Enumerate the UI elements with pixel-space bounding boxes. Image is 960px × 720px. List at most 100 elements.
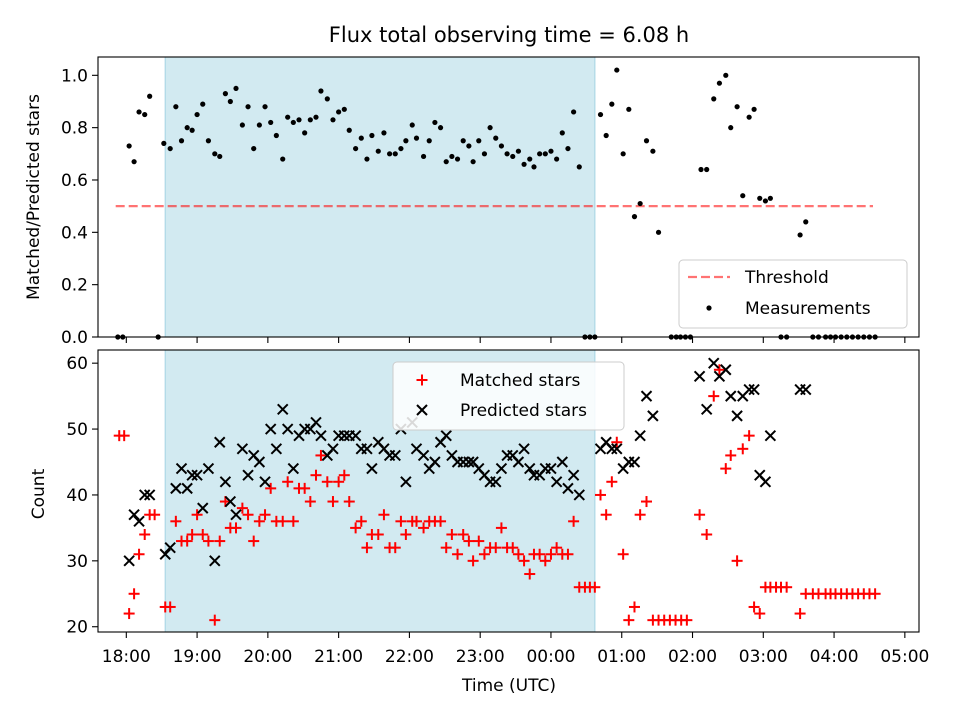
measurement-point bbox=[426, 138, 432, 144]
predicted-star-point bbox=[764, 429, 777, 442]
measurement-point bbox=[262, 104, 268, 110]
predicted-star-point bbox=[417, 449, 430, 462]
matched-star-point bbox=[781, 581, 793, 593]
matched-star-point bbox=[310, 469, 322, 481]
predicted-star-point bbox=[759, 476, 772, 488]
x-tick-label: 04:00 bbox=[810, 647, 859, 667]
top-plot-frame bbox=[97, 56, 920, 338]
predicted-star-point bbox=[123, 555, 135, 567]
matched-star-point bbox=[149, 509, 161, 521]
matched-star-point bbox=[259, 509, 271, 521]
measurement-point bbox=[626, 106, 632, 112]
measurement-point bbox=[392, 151, 398, 157]
matched-star-point bbox=[720, 463, 732, 475]
matched-star-point bbox=[333, 476, 345, 488]
measurement-point bbox=[527, 156, 533, 162]
x-axis-label: Time (UTC) bbox=[461, 676, 556, 696]
measurement-point bbox=[285, 114, 291, 120]
predicted-star-point bbox=[700, 403, 713, 416]
measurement-point bbox=[565, 145, 571, 152]
measurement-point bbox=[704, 166, 710, 173]
predicted-star-point bbox=[170, 482, 182, 495]
measurement-point bbox=[460, 138, 466, 144]
y-tick-label: 40 bbox=[66, 486, 88, 506]
measurement-point bbox=[650, 148, 656, 154]
predicted-star-point bbox=[159, 548, 171, 560]
matched-star-point bbox=[265, 482, 277, 494]
matched-star-point bbox=[248, 535, 260, 547]
matched-star-point bbox=[473, 535, 485, 547]
measurement-point bbox=[443, 159, 449, 165]
measurement-point bbox=[233, 85, 239, 92]
matched-star-point bbox=[754, 608, 766, 620]
matched-star-point bbox=[123, 608, 135, 620]
matched-star-point bbox=[197, 528, 209, 540]
measurement-point bbox=[280, 156, 286, 162]
matched-star-point bbox=[287, 515, 299, 527]
legend-predicted-label: Predicted stars bbox=[460, 401, 587, 421]
bottom-y-axis-ticks: 20 30 40 50 60 bbox=[66, 354, 98, 638]
predicted-star-point bbox=[236, 443, 249, 455]
matched-star-point bbox=[321, 476, 333, 488]
bottom-panel: 20 30 40 50 60 18:00 19:00 20:00 21:00 22:00 23:0… bbox=[29, 349, 929, 696]
matched-star-point bbox=[490, 542, 502, 554]
measurement-point bbox=[318, 88, 324, 94]
predicted-star-point bbox=[133, 515, 145, 528]
matched-star-point bbox=[170, 515, 182, 527]
measurement-point bbox=[542, 151, 548, 157]
matched-star-point bbox=[568, 515, 580, 527]
matched-star-point bbox=[611, 436, 623, 448]
matched-star-point bbox=[410, 515, 422, 527]
matched-star-point bbox=[524, 568, 536, 580]
matched-star-point bbox=[236, 502, 248, 514]
matched-star-point bbox=[623, 614, 635, 626]
matched-star-point bbox=[534, 548, 546, 560]
measurement-point bbox=[336, 109, 342, 115]
matched-star-point bbox=[634, 509, 646, 521]
measurement-point bbox=[620, 151, 626, 157]
matched-star-point bbox=[701, 528, 713, 540]
predicted-star-point bbox=[219, 476, 232, 488]
measurement-point bbox=[614, 67, 620, 73]
legend-box bbox=[678, 259, 908, 329]
predicted-star-point bbox=[720, 364, 732, 376]
predicted-star-points bbox=[123, 357, 812, 567]
measurement-point bbox=[576, 164, 582, 170]
matched-star-point bbox=[589, 581, 601, 593]
measurement-point bbox=[571, 109, 577, 115]
measurement-point bbox=[716, 80, 723, 86]
matched-star-point bbox=[395, 515, 407, 527]
predicted-star-point bbox=[708, 357, 720, 369]
predicted-star-point bbox=[202, 462, 215, 475]
predicted-star-point bbox=[518, 443, 530, 455]
matched-star-point bbox=[372, 528, 384, 540]
measurement-point bbox=[803, 219, 809, 225]
measurement-point bbox=[493, 135, 499, 141]
y-tick-label: 20 bbox=[66, 618, 88, 638]
measurement-point bbox=[341, 106, 347, 112]
matched-star-point bbox=[209, 614, 221, 626]
measurement-point bbox=[381, 130, 387, 136]
measurement-point bbox=[746, 114, 752, 120]
y-tick-label: 0.8 bbox=[61, 119, 88, 139]
bottom-legend: Matched stars Predicted stars bbox=[392, 361, 625, 431]
measurement-point bbox=[239, 122, 245, 128]
matched-star-point bbox=[277, 515, 289, 527]
legend-box bbox=[392, 361, 625, 431]
measurement-point bbox=[178, 138, 185, 144]
matched-star-point bbox=[181, 535, 193, 547]
measurement-point bbox=[353, 145, 359, 152]
predicted-star-point bbox=[253, 456, 266, 468]
measurement-point bbox=[432, 119, 438, 126]
matched-star-point bbox=[562, 548, 574, 560]
predicted-star-point bbox=[224, 495, 237, 508]
matched-star-point bbox=[606, 476, 618, 488]
measurement-point bbox=[609, 101, 615, 107]
predicted-star-point bbox=[175, 462, 188, 475]
predicted-star-point bbox=[315, 429, 327, 442]
matched-star-point bbox=[355, 515, 367, 527]
legend-matched-label: Matched stars bbox=[460, 371, 580, 391]
predicted-star-point bbox=[550, 476, 563, 488]
predicted-star-point bbox=[495, 462, 508, 475]
predicted-star-point bbox=[128, 509, 140, 521]
